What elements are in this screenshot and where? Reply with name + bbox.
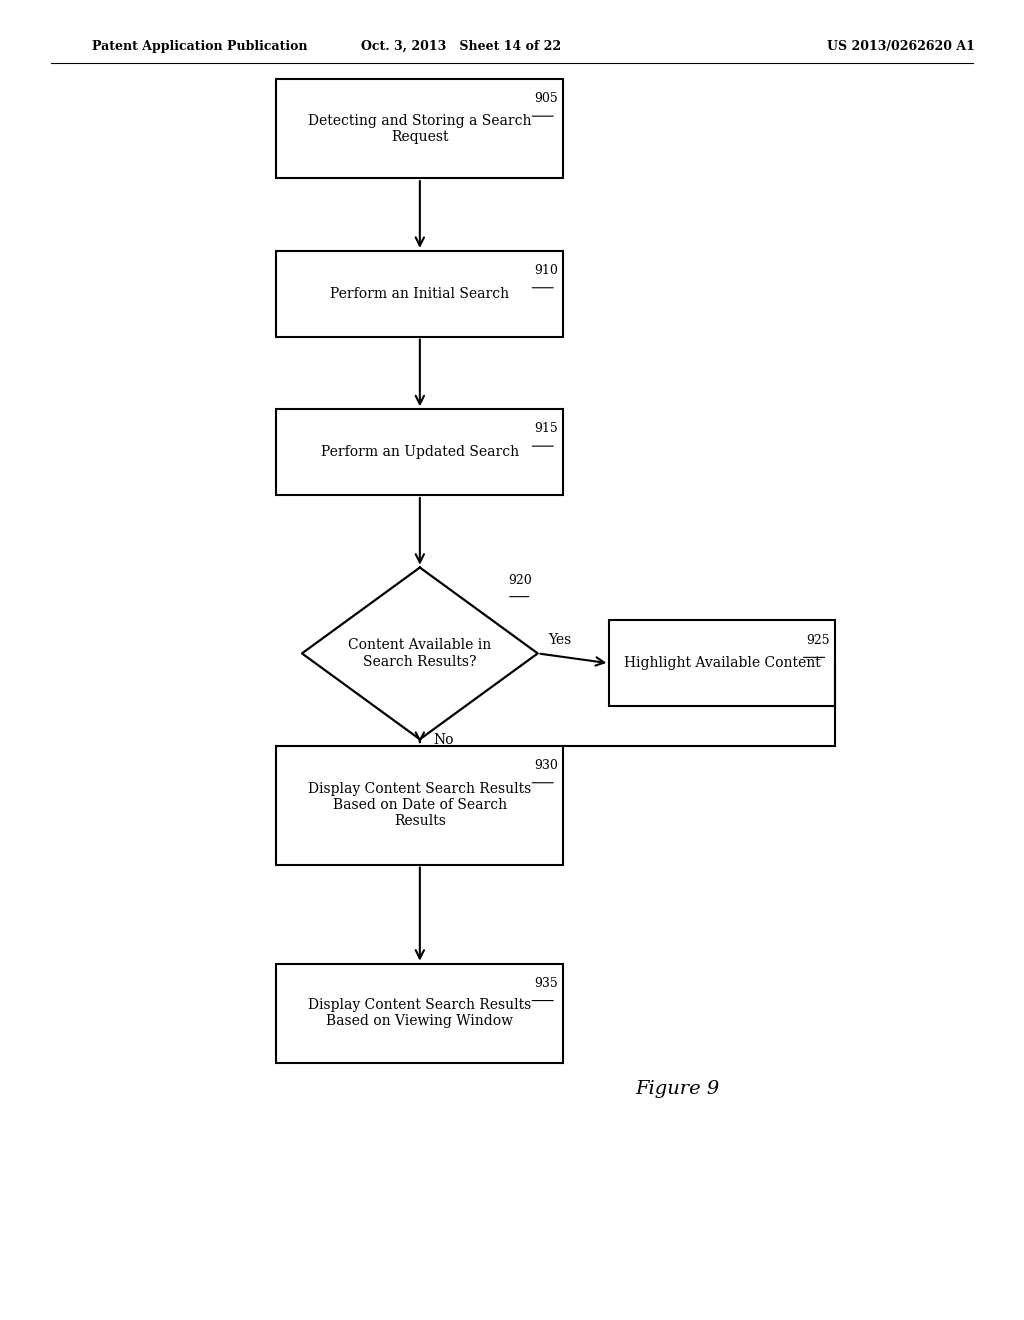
Text: 930: 930 [535,759,558,772]
Text: Perform an Initial Search: Perform an Initial Search [331,286,509,301]
Text: Content Available in
Search Results?: Content Available in Search Results? [348,639,492,668]
Text: 905: 905 [535,92,558,106]
Text: Highlight Available Content: Highlight Available Content [624,656,820,671]
FancyBboxPatch shape [276,964,563,1063]
Text: US 2013/0262620 A1: US 2013/0262620 A1 [827,40,975,53]
Text: Oct. 3, 2013   Sheet 14 of 22: Oct. 3, 2013 Sheet 14 of 22 [360,40,561,53]
FancyBboxPatch shape [276,409,563,495]
Text: Patent Application Publication: Patent Application Publication [92,40,307,53]
FancyBboxPatch shape [276,746,563,865]
Text: 910: 910 [535,264,558,277]
Text: Display Content Search Results
Based on Viewing Window: Display Content Search Results Based on … [308,998,531,1028]
Text: 915: 915 [535,422,558,436]
Text: Perform an Updated Search: Perform an Updated Search [321,445,519,459]
Text: No: No [433,733,454,747]
Text: Detecting and Storing a Search
Request: Detecting and Storing a Search Request [308,114,531,144]
Text: Display Content Search Results
Based on Date of Search
Results: Display Content Search Results Based on … [308,781,531,829]
Text: 935: 935 [535,977,558,990]
Text: 920: 920 [509,574,532,587]
Text: Figure 9: Figure 9 [635,1080,719,1098]
FancyBboxPatch shape [609,620,835,706]
Polygon shape [302,568,538,739]
Text: 925: 925 [806,634,829,647]
FancyBboxPatch shape [276,79,563,178]
Text: Yes: Yes [548,632,571,647]
FancyBboxPatch shape [276,251,563,337]
